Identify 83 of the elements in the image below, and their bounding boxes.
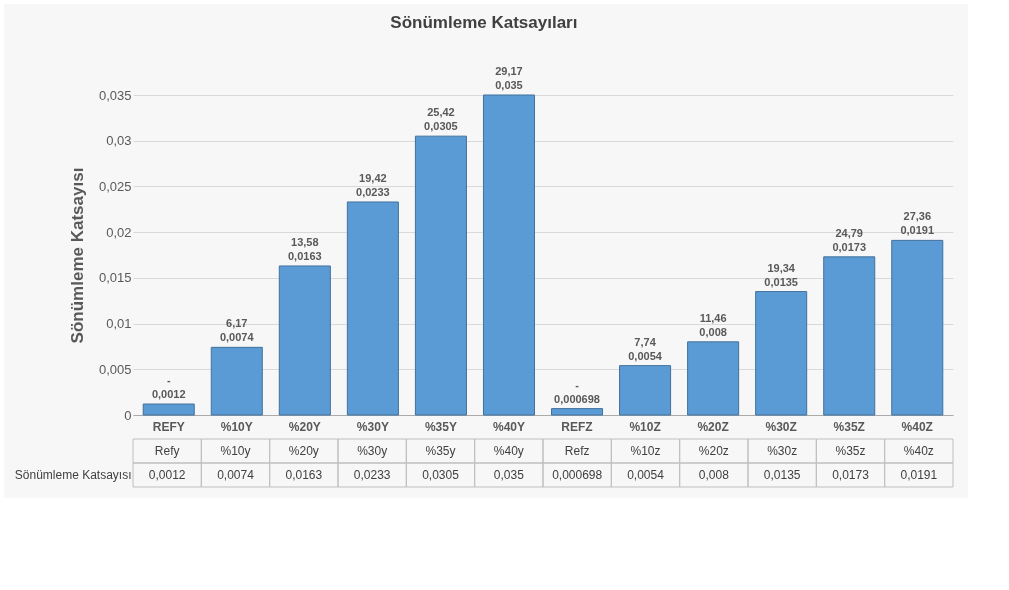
data-label: 0,0305: [422, 468, 460, 482]
y-tick-label: 0,02: [106, 224, 132, 240]
data-label: 0,0191: [900, 468, 938, 482]
data-label: 0,0074: [217, 468, 255, 482]
annotation: 11,46: [699, 311, 727, 324]
text: 0,035: [495, 79, 523, 91]
y-tick-label: 0,01: [106, 316, 132, 332]
x-tick-label: %30Y: [356, 419, 389, 434]
data-label: 0,0173: [832, 468, 870, 482]
text: Refz: [564, 444, 590, 458]
text: 0,0173: [832, 240, 867, 253]
x-tick-label: %35Z: [833, 419, 865, 434]
x-tick-label: %30Z: [765, 419, 797, 434]
text: 0,0163: [288, 249, 322, 262]
bar: [482, 94, 535, 416]
x-tick-label: %10Z: [629, 419, 661, 434]
annotation: 24,79: [835, 226, 863, 239]
x-tick-label: REFY: [152, 419, 185, 434]
text: Refy: [154, 444, 180, 458]
x-tick-label: %40Z: [901, 419, 933, 434]
data-label: 0,0135: [763, 468, 801, 482]
bar: [619, 365, 672, 416]
bar: [891, 239, 944, 416]
text: Sönümleme Katsayısı: [14, 468, 132, 482]
y-tick-label: 0: [124, 407, 132, 423]
bar: [346, 201, 399, 416]
data-label: 0,0163: [285, 468, 323, 482]
text: %40y: [493, 444, 524, 458]
text: %35y: [425, 444, 456, 458]
text: %20y: [288, 444, 319, 458]
data-label: 0,008: [698, 468, 730, 482]
text: 0,0305: [424, 120, 458, 133]
data-label: 0,0233: [353, 468, 391, 482]
text: %20z: [698, 444, 729, 458]
text: 0,0074: [219, 331, 254, 344]
y-tick-label: 0,015: [98, 270, 132, 286]
annotation: 29,17: [495, 65, 523, 77]
annotation: 25,42: [427, 106, 455, 119]
y-tick-label: 0,03: [106, 133, 132, 149]
x-tick-label: %40Y: [492, 419, 525, 434]
annotation: 19,42: [359, 171, 387, 184]
x-tick-label: %10Y: [220, 419, 253, 434]
annotation: 27,36: [903, 210, 932, 223]
annotation: 7,74: [634, 335, 657, 348]
chart-title: Sönümleme Katsayıları: [390, 13, 578, 32]
annotation: -: [575, 378, 580, 391]
y-axis-title: Sönümleme Katsayısı: [67, 167, 87, 344]
bar: [414, 135, 467, 416]
data-label: 0,0054: [627, 468, 665, 482]
text: 0,0012: [151, 388, 186, 401]
bar: [278, 265, 331, 416]
x-tick-label: %20Z: [697, 419, 729, 434]
data-label: 0,0012: [148, 468, 186, 482]
annotation: 6,17: [226, 317, 248, 330]
annotation: -: [166, 374, 171, 387]
text: %10y: [220, 444, 251, 458]
text: %35z: [835, 444, 866, 458]
data-label: 0,035: [493, 468, 525, 482]
data-label: 0,000698: [552, 468, 603, 482]
y-tick-label: 0,005: [98, 361, 132, 377]
text: 0,0135: [764, 275, 798, 288]
x-tick-label: REFZ: [561, 419, 593, 434]
bar: [823, 256, 876, 416]
bar: [687, 341, 740, 416]
text: %40z: [903, 444, 934, 458]
bar: [210, 346, 263, 416]
annotation: 19,34: [767, 261, 796, 274]
y-tick-label: 0,025: [98, 178, 132, 194]
x-tick-label: %20Y: [288, 419, 321, 434]
text: %30y: [357, 444, 388, 458]
text: 0,0054: [628, 349, 662, 362]
y-tick-label: 0,035: [98, 87, 132, 103]
text: 0,0233: [356, 185, 390, 198]
text: %10z: [630, 444, 661, 458]
bar: [755, 291, 808, 416]
text: 0,000698: [554, 392, 600, 405]
text: %30z: [767, 444, 798, 458]
bar: [551, 408, 604, 416]
x-tick-label: %35Y: [424, 419, 457, 434]
annotation: 13,58: [291, 235, 319, 248]
text: 0,0191: [900, 224, 935, 237]
text: 0,008: [699, 325, 727, 338]
bar: [142, 403, 195, 416]
